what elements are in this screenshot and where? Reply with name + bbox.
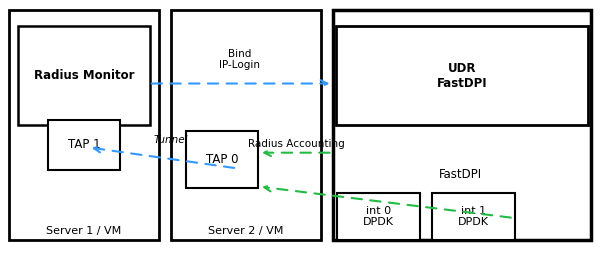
Text: int 0
DPDK: int 0 DPDK: [363, 206, 394, 227]
Bar: [9, 10, 159, 240]
Bar: [186, 130, 258, 188]
Bar: [48, 120, 120, 170]
Text: int 1
DPDK: int 1 DPDK: [458, 206, 489, 227]
Bar: [337, 193, 420, 240]
Bar: [432, 193, 515, 240]
Text: Server 2 / VM: Server 2 / VM: [208, 226, 284, 236]
Bar: [333, 10, 591, 240]
Text: UDR
FastDPI: UDR FastDPI: [437, 62, 487, 90]
Bar: [171, 10, 321, 240]
Bar: [336, 26, 588, 125]
Text: FastDPI: FastDPI: [439, 168, 482, 181]
Text: Radius Accounting: Radius Accounting: [248, 139, 345, 149]
Text: TAP 1: TAP 1: [68, 138, 100, 151]
Text: Tunnel: Tunnel: [154, 135, 188, 145]
Bar: [18, 26, 150, 125]
Text: TAP 0: TAP 0: [206, 153, 238, 166]
Text: Radius Monitor: Radius Monitor: [34, 69, 134, 82]
Text: Server 1 / VM: Server 1 / VM: [46, 226, 122, 236]
Text: Bind
IP-Login: Bind IP-Login: [220, 49, 260, 70]
